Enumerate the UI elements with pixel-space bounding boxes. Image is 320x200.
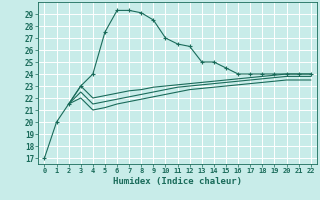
X-axis label: Humidex (Indice chaleur): Humidex (Indice chaleur) xyxy=(113,177,242,186)
